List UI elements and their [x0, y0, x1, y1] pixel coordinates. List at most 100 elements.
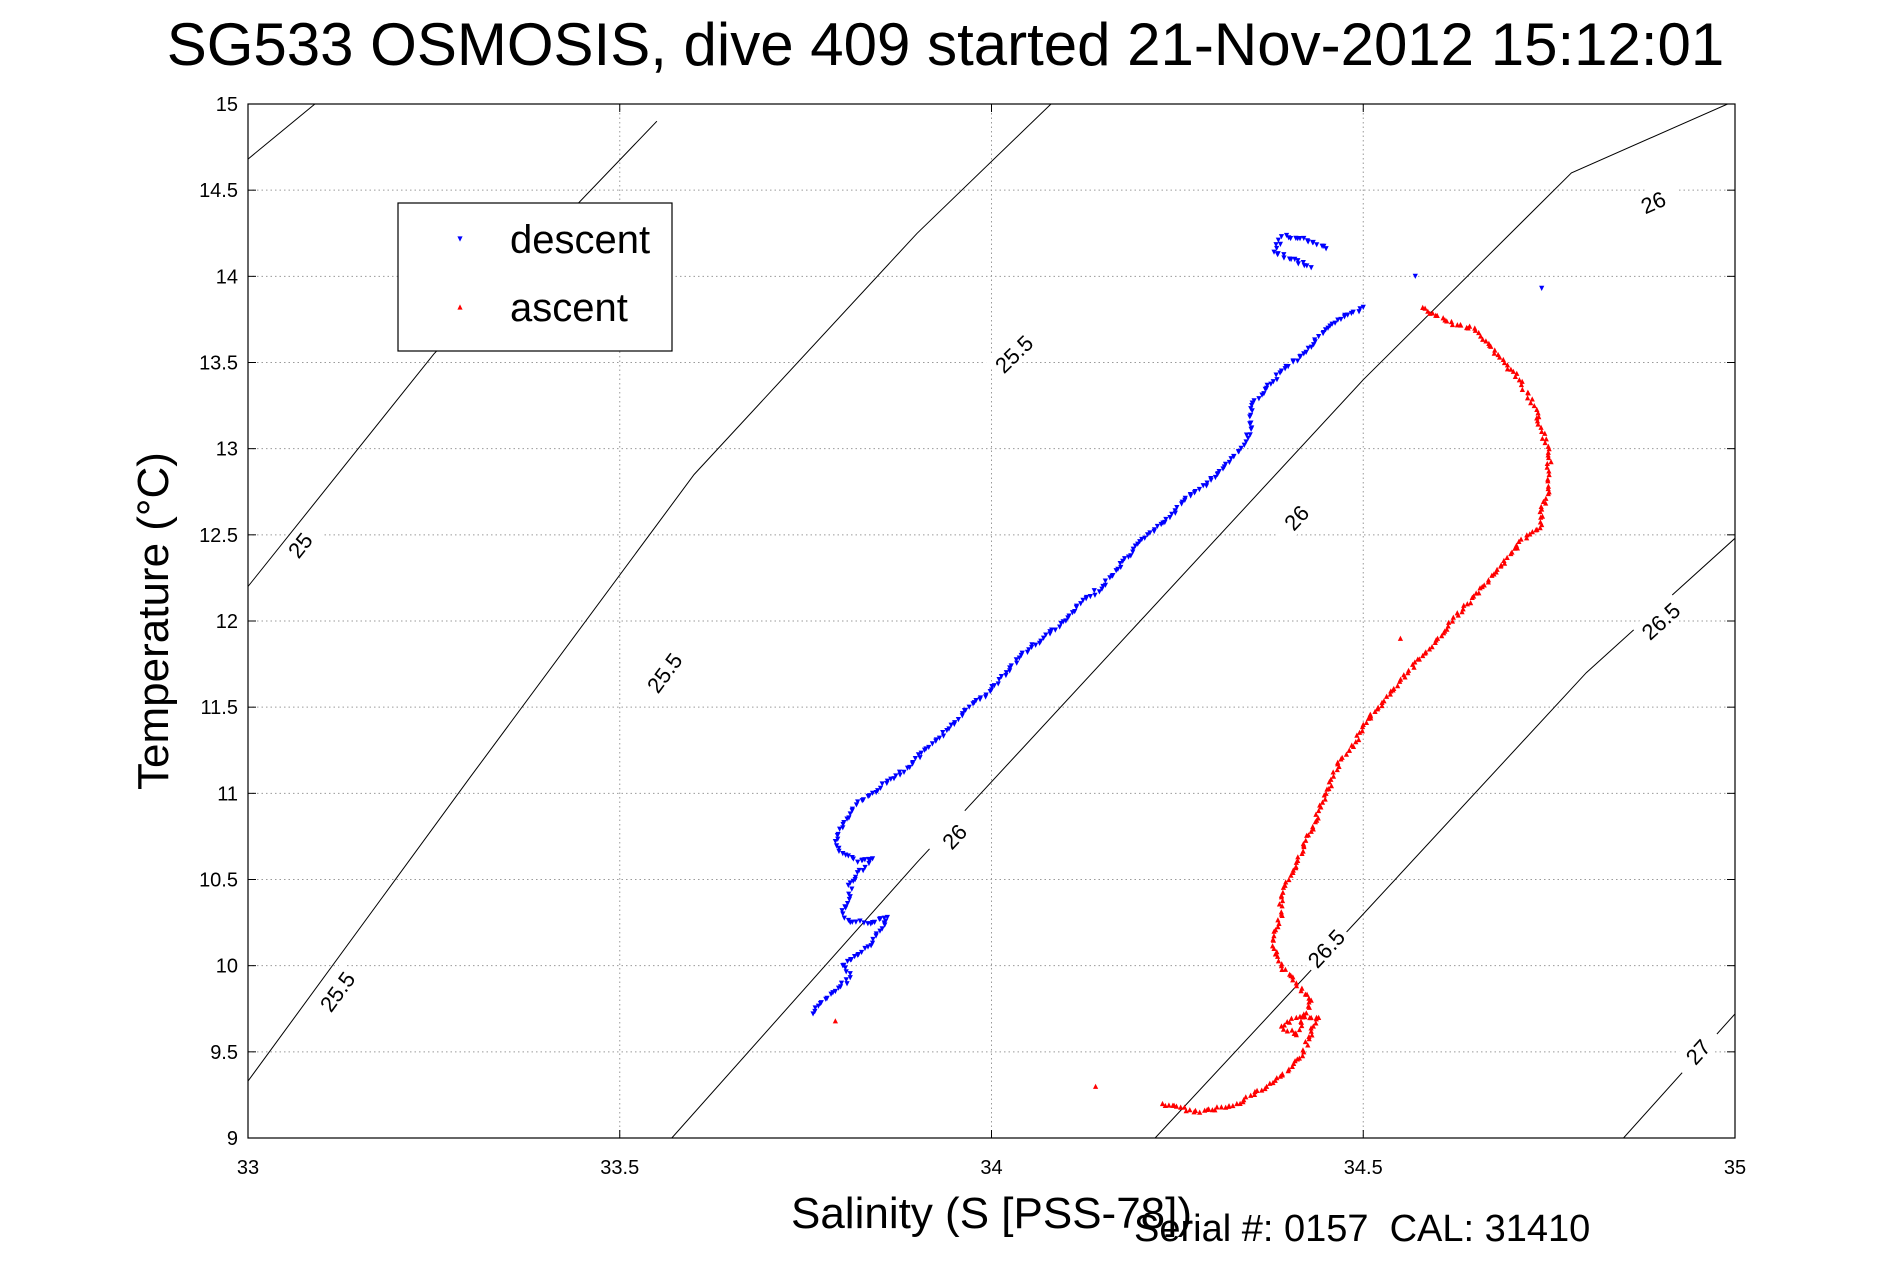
descent-point: [1072, 609, 1078, 615]
ticks: 33 33.5 34 34.5 35 9 9.5 10 10.5 11 11.5 12 12.5 13 13…: [199, 94, 1746, 1179]
ascent-point: [1280, 1026, 1287, 1032]
ascent-point: [1480, 336, 1486, 342]
ascent-point: [1275, 958, 1282, 964]
descent-point: [1231, 453, 1237, 460]
ascent-point: [1501, 557, 1507, 563]
descent-point: [1312, 337, 1318, 343]
descent-point: [1019, 650, 1025, 656]
ascent-point: [1543, 436, 1549, 442]
ascent-point: [1281, 1022, 1287, 1028]
descent-point: [1115, 566, 1121, 572]
descent-point: [988, 687, 995, 693]
ascent-point: [1226, 1103, 1232, 1109]
descent-point: [1014, 660, 1020, 666]
descent-point: [859, 857, 865, 864]
descent-point: [849, 854, 855, 861]
ascent-point: [1485, 577, 1492, 583]
descent-point: [1412, 273, 1418, 279]
ascent-point: [1328, 783, 1335, 789]
descent-point: [856, 867, 862, 874]
ascent-point: [1280, 889, 1286, 895]
ascent-point: [1363, 719, 1370, 726]
descent-point: [1303, 349, 1309, 355]
descent-point: [1102, 582, 1109, 588]
descent-point: [923, 746, 929, 752]
ascent-point: [1307, 1014, 1313, 1021]
descent-point: [1316, 334, 1322, 340]
ascent-point: [1323, 790, 1329, 796]
ascent-point: [1295, 857, 1301, 864]
descent-point: [1130, 549, 1136, 555]
descent-point: [877, 785, 884, 791]
ascent-point: [1519, 378, 1525, 384]
descent-point: [812, 1005, 818, 1011]
descent-point: [848, 956, 854, 963]
ascent-point: [1299, 1052, 1306, 1059]
ascent-point: [1368, 713, 1374, 719]
descent-point: [1066, 613, 1072, 619]
ascent-point: [1334, 766, 1340, 773]
ascent-point: [1305, 1042, 1311, 1048]
descent-point: [1243, 439, 1249, 445]
ascent-point: [1545, 443, 1551, 449]
ascent-point: [1310, 1023, 1316, 1029]
ascent-point: [1259, 1087, 1265, 1093]
ascent-point: [1308, 1025, 1314, 1031]
descent-point: [1208, 476, 1214, 482]
ascent-point: [1444, 626, 1450, 632]
ascent-point: [1251, 1091, 1258, 1097]
contour-label-bg: [1298, 919, 1353, 976]
descent-point: [1281, 255, 1287, 261]
descent-point: [853, 919, 859, 925]
ascent-point: [1295, 854, 1301, 860]
legend: descent ascent: [397, 202, 673, 352]
descent-point: [1096, 589, 1103, 595]
descent-point: [1248, 420, 1254, 426]
descent-point: [1052, 627, 1058, 633]
ascent-point: [1283, 879, 1289, 885]
ascent-point: [1486, 340, 1492, 346]
ascent-point: [1286, 1066, 1292, 1072]
ascent-point: [1445, 623, 1451, 629]
ascent-point: [1461, 602, 1467, 608]
ascent-point: [1284, 1018, 1290, 1025]
ascent-point: [1306, 1033, 1312, 1040]
descent-point: [1063, 618, 1069, 624]
ascent-point: [1270, 936, 1276, 942]
descent-point: [1228, 456, 1234, 462]
ascent-point: [1162, 1102, 1168, 1109]
ascent-point: [1435, 635, 1441, 641]
descent-point: [839, 908, 845, 914]
ascent-point: [1537, 525, 1543, 531]
ascent-point: [1501, 359, 1508, 366]
ascent-point: [1468, 600, 1474, 606]
ascent-point: [1299, 1022, 1305, 1029]
descent-point: [836, 845, 842, 851]
contour-label-bg: [1623, 178, 1682, 224]
ascent-point: [1405, 667, 1412, 673]
descent-point: [948, 722, 954, 728]
ascent-point: [1534, 418, 1541, 424]
ascent-point: [1524, 395, 1531, 401]
descent-point: [844, 958, 851, 965]
ascent-point: [1237, 1100, 1243, 1106]
ascent-point: [1546, 471, 1552, 478]
ascent-point: [1545, 483, 1552, 489]
y-tick-label: 14.5: [199, 180, 238, 202]
ascent-point: [1313, 1014, 1320, 1020]
ascent-point: [1440, 315, 1446, 321]
descent-point: [1007, 668, 1013, 674]
ascent-point: [1275, 917, 1281, 923]
ascent-point: [1289, 1027, 1295, 1033]
descent-point: [1270, 379, 1276, 385]
ascent-point: [1544, 460, 1550, 467]
descent-point: [862, 945, 868, 952]
descent-point: [1314, 242, 1320, 248]
descent-point: [870, 936, 876, 943]
ascent-point: [1300, 848, 1306, 854]
ascent-point: [1300, 840, 1306, 847]
descent-point: [1117, 561, 1123, 567]
legend-marker-ascent: [457, 304, 463, 310]
descent-point: [1261, 391, 1267, 397]
descent-point: [1273, 372, 1279, 378]
